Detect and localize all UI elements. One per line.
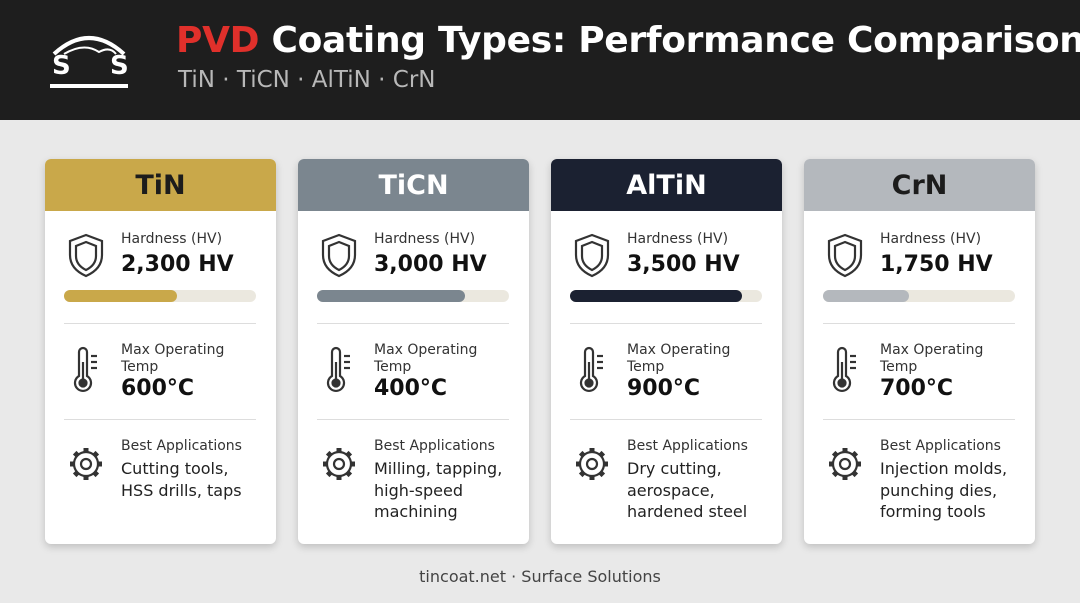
gear-icon: [823, 440, 867, 488]
card-header: TiN: [45, 159, 276, 211]
hardness-bar: [570, 290, 743, 302]
hardness-value: 2,300 HV: [121, 252, 234, 277]
application-line: Cutting tools,: [121, 459, 229, 478]
application-line: machining: [374, 502, 458, 521]
separator: [64, 323, 256, 324]
hardness-bar: [317, 290, 465, 302]
card-header: AlTiN: [551, 159, 782, 211]
shield-icon: [64, 231, 108, 279]
application-line: hardened steel: [627, 502, 748, 521]
temp-label: Max Operating Temp: [374, 342, 478, 375]
temp-label: Max Operating Temp: [880, 342, 984, 375]
apps-label: Best Applications: [121, 438, 242, 454]
apps-label: Best Applications: [374, 438, 495, 454]
hardness-track: [570, 290, 762, 302]
hardness-track: [317, 290, 509, 302]
shield-icon: [317, 231, 361, 279]
hardness-label: Hardness (HV): [627, 231, 729, 247]
application-line: punching dies,: [880, 480, 998, 500]
gear-icon: [64, 440, 108, 488]
apps-label: Best Applications: [627, 438, 748, 454]
header: S S PVD Coating Types: Performance Compa…: [0, 0, 1080, 120]
temp-value: 400°C: [374, 376, 448, 401]
title: PVD Coating Types: Performance Compariso…: [176, 20, 1080, 61]
temp-label: Max Operating Temp: [627, 342, 731, 375]
hardness-label: Hardness (HV): [880, 231, 982, 247]
temp-label: Max Operating Temp: [121, 342, 225, 375]
separator: [823, 419, 1015, 420]
hardness-label: Hardness (HV): [121, 231, 223, 247]
hardness-track: [64, 290, 256, 302]
logo-letter: S: [110, 51, 129, 81]
thermometer-icon: [823, 346, 867, 394]
temp-value: 900°C: [627, 376, 701, 401]
application-line: HSS drills, taps: [121, 480, 242, 500]
footer: tincoat.net · Surface Solutions: [419, 567, 661, 586]
hardness-bar: [64, 290, 178, 302]
hardness-bar: [823, 290, 910, 302]
coating-card: TiCN Hardness (HV) 3,000 HV Max Operating T…: [298, 159, 529, 544]
application-line: Dry cutting,: [627, 459, 722, 478]
hardness-value: 3,000 HV: [374, 252, 487, 277]
coating-card: TiN Hardness (HV) 2,300 HV Max Operating Te…: [45, 159, 276, 544]
application-line: Milling, tapping,: [374, 459, 503, 478]
hardness-value: 3,500 HV: [627, 252, 740, 277]
hardness-label: Hardness (HV): [374, 231, 476, 247]
application-line: forming tools: [880, 502, 986, 521]
title-text: Coating Types: Performance Comparison: [271, 20, 1080, 61]
temp-value: 600°C: [121, 376, 195, 401]
separator: [317, 419, 509, 420]
subtitle: TiN · TiCN · AlTiN · CrN: [178, 67, 436, 93]
coating-card: AlTiN Hardness (HV) 3,500 HV Max Operating …: [551, 159, 782, 544]
separator: [317, 323, 509, 324]
separator: [823, 323, 1015, 324]
apps-label: Best Applications: [880, 438, 1001, 454]
separator: [570, 419, 762, 420]
thermometer-icon: [64, 346, 108, 394]
hardness-value: 1,750 HV: [880, 252, 993, 277]
hardness-track: [823, 290, 1015, 302]
application-line: aerospace,: [627, 480, 715, 500]
logo: S S: [50, 36, 129, 88]
title-accent: PVD: [176, 20, 260, 61]
card-header: CrN: [804, 159, 1035, 211]
logo-letter: S: [52, 51, 71, 81]
application-line: Injection molds,: [880, 459, 1008, 478]
thermometer-icon: [317, 346, 361, 394]
thermometer-icon: [570, 346, 614, 394]
shield-icon: [570, 231, 614, 279]
separator: [64, 419, 256, 420]
separator: [570, 323, 762, 324]
shield-icon: [823, 231, 867, 279]
coating-card: CrN Hardness (HV) 1,750 HV Max Operating Te…: [804, 159, 1035, 544]
card-header: TiCN: [298, 159, 529, 211]
gear-icon: [570, 440, 614, 488]
temp-value: 700°C: [880, 376, 954, 401]
gear-icon: [317, 440, 361, 488]
application-line: high-speed: [374, 480, 463, 500]
